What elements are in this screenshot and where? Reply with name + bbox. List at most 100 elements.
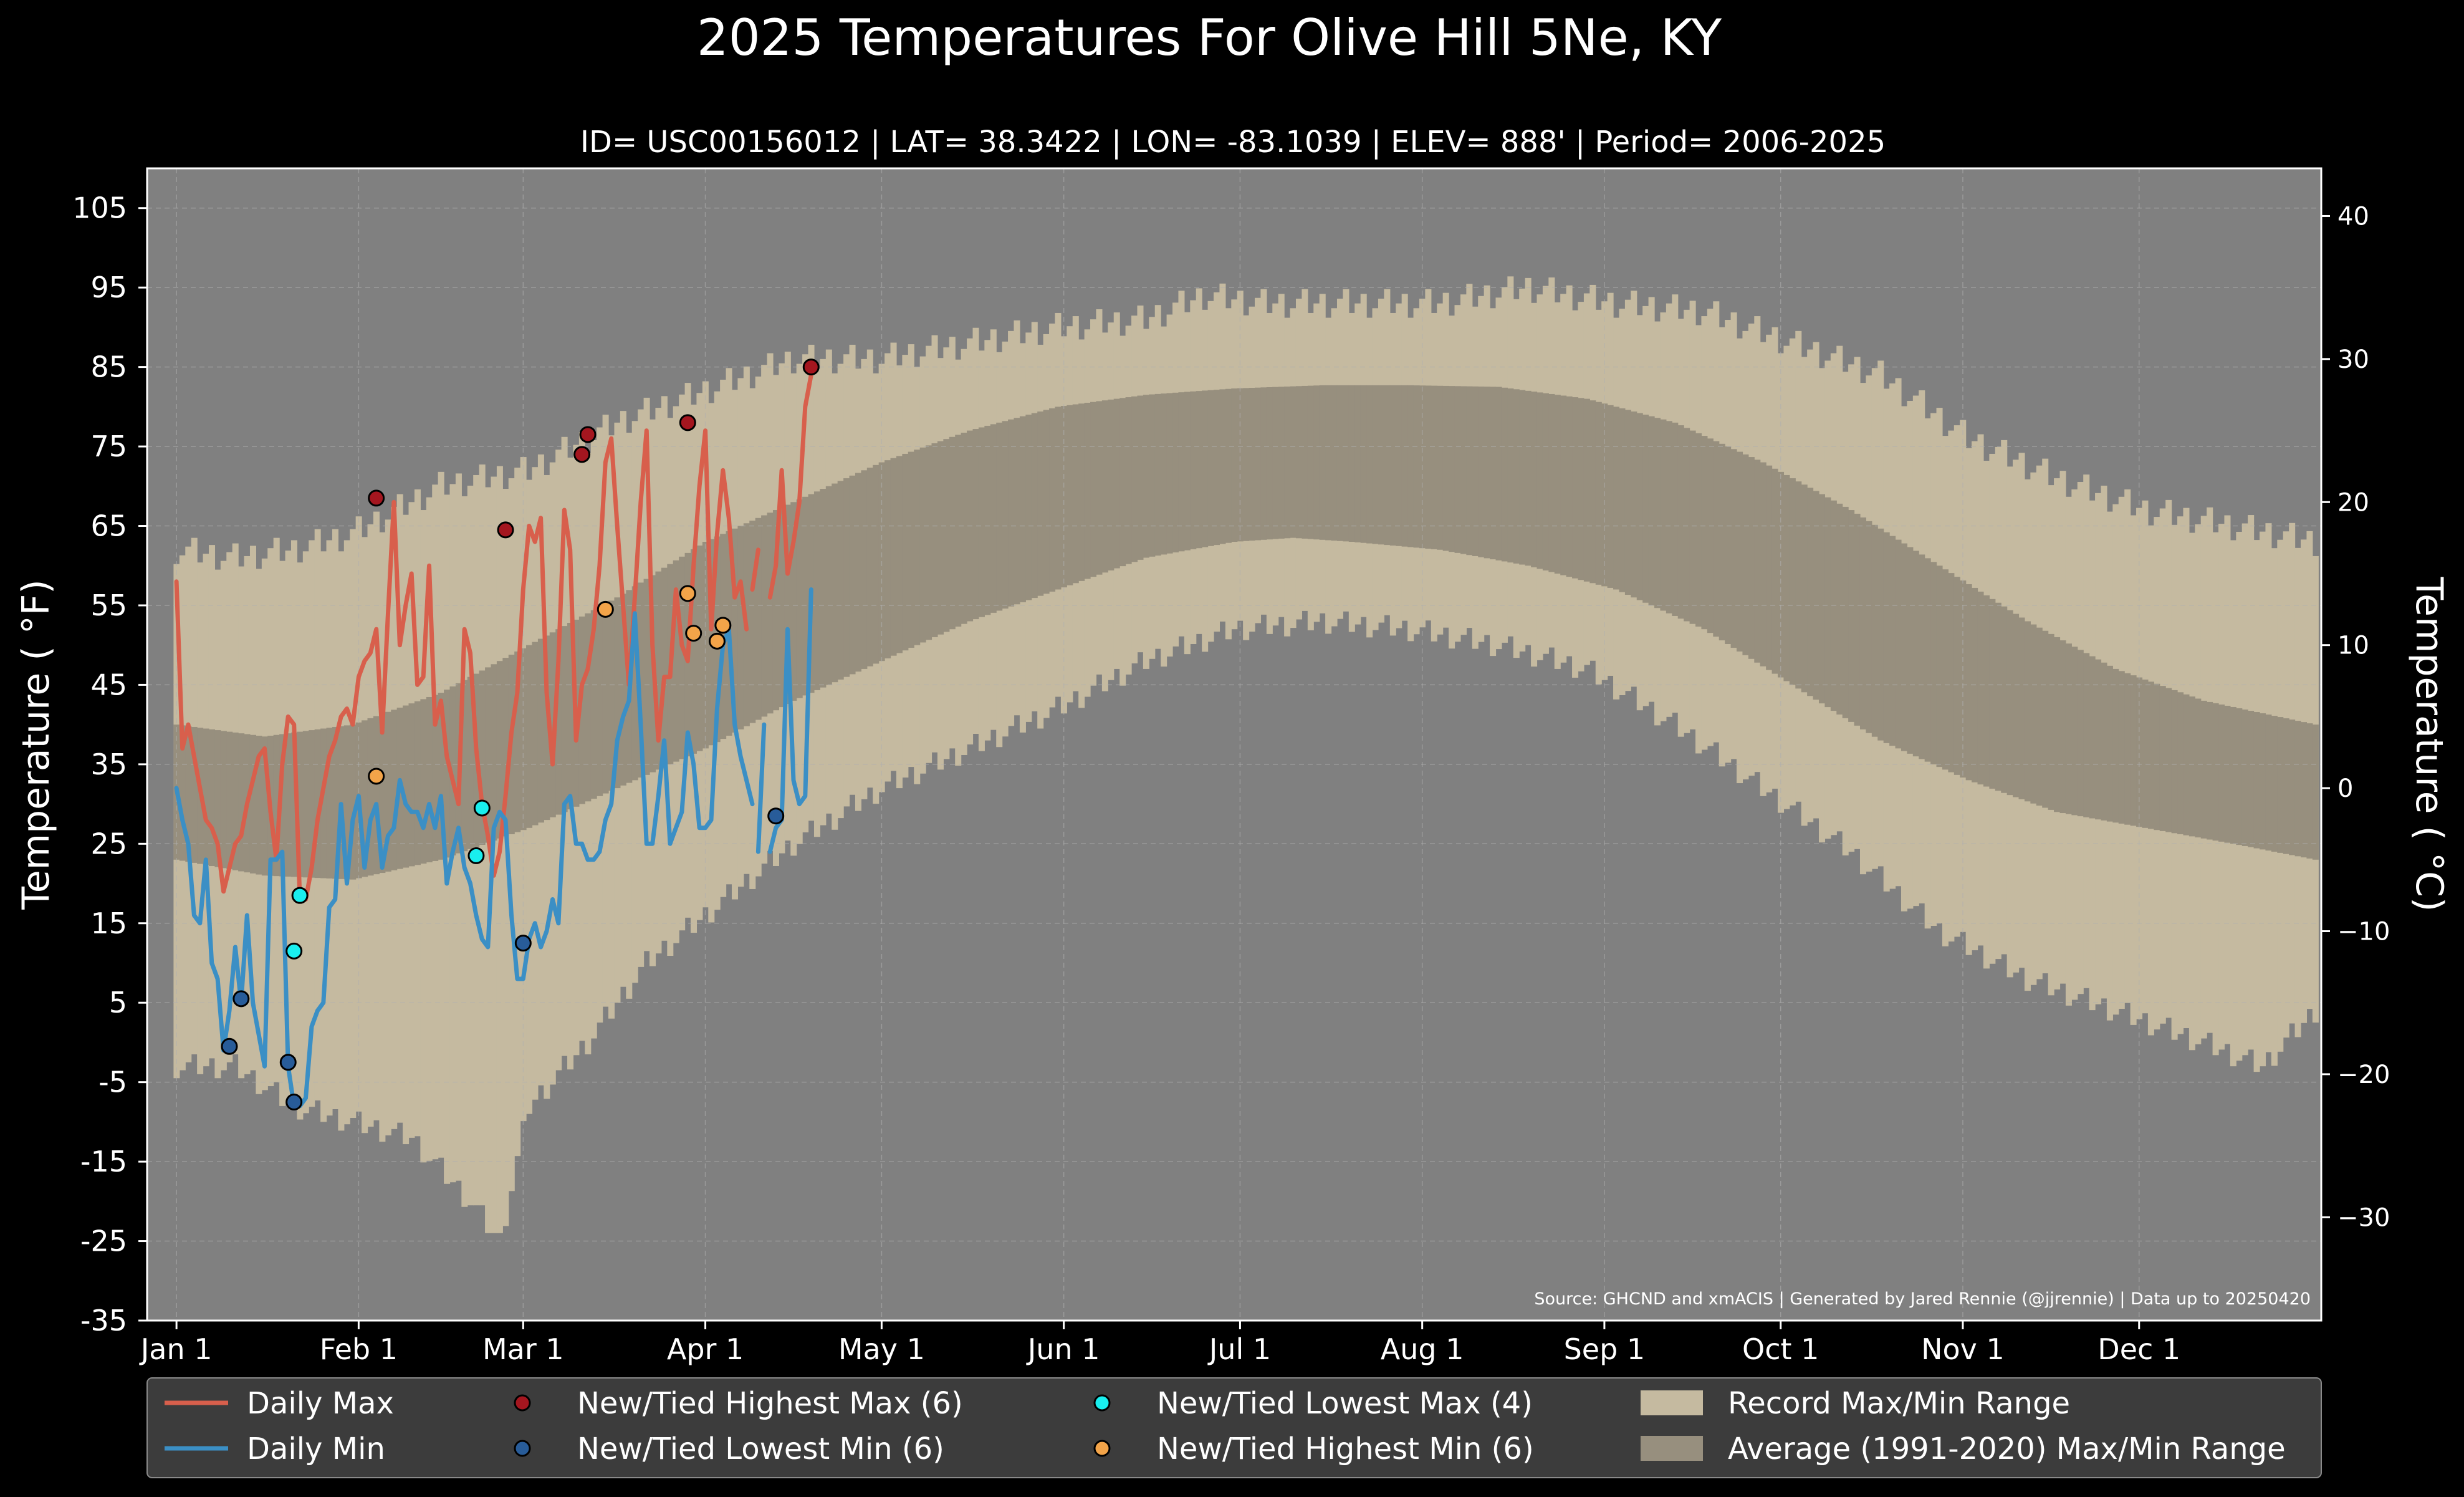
normal-range-bar (949, 436, 956, 630)
normal-range-bar (2159, 686, 2166, 831)
normal-range-bar (2312, 724, 2319, 860)
x-tick-label: Dec 1 (2097, 1332, 2180, 1366)
normal-range-bar (1055, 407, 1062, 590)
normal-range-bar (208, 729, 216, 866)
normal-range-bar (955, 435, 962, 627)
right-axis-label: Temperature ( °C) (2407, 577, 2451, 912)
normal-range-bar (1883, 532, 1890, 743)
normal-range-bar (1948, 573, 1955, 773)
normal-range-bar (1243, 388, 1250, 541)
normal-range-bar (1196, 391, 1202, 549)
right-y-axis-ticks: −30 −20 −10 0 10 20 30 40 (2321, 202, 2390, 1232)
normal-range-bar (1249, 388, 1255, 541)
normal-range-bar (749, 521, 756, 723)
normal-range-bar (485, 667, 492, 843)
normal-range-bar (1660, 419, 1667, 611)
normal-range-bar (943, 439, 950, 632)
record-marker (714, 617, 732, 634)
normal-range-bar (1619, 408, 1626, 592)
normal-range-bar (2054, 637, 2061, 812)
normal-range-bar (1325, 385, 1332, 541)
normal-range-bar (1684, 428, 1690, 622)
normal-range-bar (1907, 547, 1914, 754)
right-tick-label: −20 (2337, 1061, 2390, 1089)
normal-range-bar (790, 502, 797, 701)
normal-range-bar (1771, 468, 1778, 674)
normal-range-bar (1854, 513, 1861, 726)
normal-range-bar (1613, 407, 1620, 590)
normal-range-bar (391, 710, 398, 870)
normal-range-bar (185, 726, 192, 862)
normal-range-bar (220, 731, 227, 869)
normal-range-bar (1795, 481, 1802, 689)
x-tick-label: Apr 1 (667, 1332, 744, 1366)
normal-range-bar (1578, 398, 1584, 580)
normal-range-bar (1266, 387, 1273, 540)
y-tick-label: 45 (90, 668, 127, 701)
normal-range-bar (884, 460, 891, 658)
normal-range-bar (1912, 551, 1919, 757)
x-tick-label: Mar 1 (482, 1332, 564, 1366)
normal-range-bar (1842, 506, 1849, 718)
normal-range-bar (1378, 385, 1384, 545)
legend-marker-swatch (1093, 1394, 1111, 1412)
normal-range-bar (2177, 692, 2184, 835)
normal-range-bar (1737, 451, 1743, 652)
normal-range-bar (1101, 400, 1108, 573)
normal-range-bar (1407, 385, 1414, 547)
normal-range-bar (285, 733, 292, 877)
normal-range-bar (491, 664, 497, 841)
record-marker (767, 807, 785, 825)
normal-range-bar (479, 670, 486, 845)
record-marker (279, 1054, 297, 1071)
normal-range-bar (861, 470, 868, 669)
normal-range-bar (2089, 656, 2096, 819)
normal-range-bar (438, 693, 444, 860)
series-line-daily-min (174, 611, 755, 1109)
normal-range-bar (1449, 386, 1455, 552)
normal-range-bar (1460, 386, 1467, 554)
normal-range-bar (1536, 392, 1543, 569)
normal-range-bar (1936, 566, 1943, 768)
normal-range-bar (1501, 387, 1508, 562)
normal-range-bar (1560, 395, 1567, 575)
normal-range-bar (931, 443, 938, 637)
normal-range-bar (2165, 688, 2172, 832)
normal-range-bar (1396, 385, 1402, 546)
normal-range-bar (379, 714, 386, 874)
normal-range-bar (1031, 413, 1038, 599)
normal-range-bar (655, 571, 662, 770)
normal-range-bar (1583, 398, 1590, 582)
normal-range-bar (1037, 411, 1044, 596)
record-marker (679, 585, 696, 602)
normal-range-bar (1654, 418, 1661, 609)
normal-range-bar (1719, 443, 1725, 641)
y-tick-label: 105 (72, 191, 127, 225)
normal-range-bar (914, 450, 921, 645)
normal-range-bar (1836, 503, 1843, 715)
normal-range-bar (1807, 488, 1814, 696)
normal-range-bar (2230, 706, 2236, 844)
normal-range-bar (1701, 436, 1708, 630)
normal-range-bar (2265, 715, 2272, 851)
normal-range-bar (1172, 392, 1179, 552)
normal-range-bar (2171, 690, 2178, 834)
record-range-bar (485, 487, 492, 1233)
normal-range-bar (1272, 387, 1279, 539)
normal-range-bar (820, 489, 827, 688)
normal-range-bar (849, 475, 856, 675)
normal-range-bar (696, 545, 703, 751)
normal-range-bar (1043, 410, 1050, 594)
y-tick-label: -5 (98, 1066, 127, 1099)
record-marker (368, 489, 385, 507)
normal-range-bar (496, 661, 503, 839)
normal-range-bar (1677, 425, 1684, 619)
normal-range-bar (620, 594, 626, 786)
normal-range-bar (873, 465, 880, 664)
legend-label: New/Tied Lowest Min (6) (577, 1432, 944, 1466)
normal-range-bar (661, 567, 668, 768)
normal-range-bar (961, 432, 967, 624)
normal-range-bar (279, 734, 286, 877)
normal-range-bar (1302, 385, 1308, 539)
